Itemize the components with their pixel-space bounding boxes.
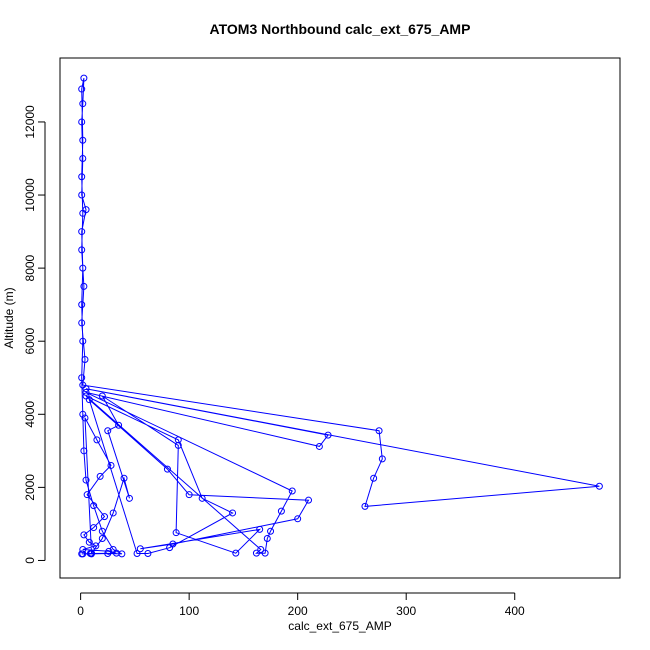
- y-tick-label: 0: [23, 557, 37, 564]
- data-point: [81, 414, 89, 422]
- data-point: [90, 502, 98, 510]
- data-point: [78, 191, 86, 199]
- data-point: [79, 154, 87, 162]
- data-point: [257, 545, 265, 553]
- data-point: [85, 538, 93, 546]
- data-point: [79, 209, 87, 217]
- data-point: [361, 502, 369, 510]
- data-point: [277, 507, 285, 515]
- data-point: [305, 496, 313, 504]
- data-point: [98, 527, 106, 535]
- data-point: [78, 374, 86, 382]
- data-point: [90, 524, 98, 532]
- y-axis-label: Altitude (m): [2, 287, 16, 348]
- data-point: [79, 337, 87, 345]
- data-point: [80, 447, 88, 455]
- data-point: [100, 513, 108, 521]
- data-point: [104, 427, 112, 435]
- data-point: [263, 535, 271, 543]
- data-point: [294, 515, 302, 523]
- plot-marks: [78, 74, 603, 558]
- data-point: [185, 491, 193, 499]
- data-point: [288, 487, 296, 495]
- data-point: [98, 392, 106, 400]
- x-tick-label: 200: [288, 604, 308, 618]
- data-point: [315, 442, 323, 450]
- data-point: [78, 550, 86, 558]
- data-point: [78, 173, 86, 181]
- y-tick-label: 2000: [23, 474, 37, 501]
- data-point: [144, 550, 152, 558]
- data-point: [98, 535, 106, 543]
- data-point: [133, 550, 141, 558]
- data-point: [136, 545, 144, 553]
- data-point: [80, 74, 88, 82]
- data-point: [118, 550, 126, 558]
- data-point: [81, 355, 89, 363]
- data-point: [78, 85, 86, 93]
- data-point: [169, 540, 177, 548]
- data-point: [78, 246, 86, 254]
- y-tick-label: 8000: [23, 254, 37, 281]
- data-point: [198, 494, 206, 502]
- data-point: [174, 441, 182, 449]
- data-point: [96, 472, 104, 480]
- data-point: [78, 228, 86, 236]
- y-tick-label: 4000: [23, 401, 37, 428]
- data-point: [93, 436, 101, 444]
- data-point: [85, 396, 93, 404]
- data-point: [79, 136, 87, 144]
- data-point: [86, 550, 94, 558]
- data-point: [252, 549, 260, 557]
- data-point: [80, 531, 88, 539]
- y-tick-label: 10000: [23, 178, 37, 212]
- x-tick-label: 0: [77, 604, 84, 618]
- y-tick-label: 12000: [23, 105, 37, 139]
- data-point: [79, 410, 87, 418]
- data-point: [105, 547, 113, 555]
- data-point: [82, 476, 90, 484]
- data-point: [267, 527, 275, 535]
- data-point: [82, 385, 90, 393]
- data-point: [125, 494, 133, 502]
- data-point: [256, 525, 264, 533]
- data-point: [109, 509, 117, 517]
- data-point: [107, 461, 115, 469]
- x-axis-label: calc_ext_675_AMP: [288, 619, 391, 633]
- chart-title: ATOM3 Northbound calc_ext_675_AMP: [210, 21, 471, 37]
- data-point: [83, 491, 91, 499]
- data-point: [370, 474, 378, 482]
- data-point: [163, 465, 171, 473]
- data-point: [78, 319, 86, 327]
- data-point: [172, 529, 180, 537]
- plot-frame: [59, 57, 621, 579]
- x-tick-label: 400: [505, 604, 525, 618]
- x-tick-label: 300: [396, 604, 416, 618]
- data-point: [92, 542, 100, 550]
- data-point: [112, 549, 120, 557]
- y-tick-label: 6000: [23, 328, 37, 355]
- data-point: [120, 474, 128, 482]
- data-point: [78, 118, 86, 126]
- data-point: [324, 431, 332, 439]
- data-point: [595, 482, 603, 490]
- data-point: [115, 421, 123, 429]
- data-point: [378, 455, 386, 463]
- data-point: [79, 545, 87, 553]
- data-point: [375, 427, 383, 435]
- data-point: [229, 509, 237, 517]
- data-point: [82, 388, 90, 396]
- data-point: [78, 301, 86, 309]
- data-point: [80, 282, 88, 290]
- data-point: [79, 100, 87, 108]
- data-point: [232, 549, 240, 557]
- data-point: [261, 549, 269, 557]
- data-line: [81, 78, 600, 555]
- data-point: [174, 436, 182, 444]
- x-tick-label: 100: [179, 604, 199, 618]
- data-point: [79, 264, 87, 272]
